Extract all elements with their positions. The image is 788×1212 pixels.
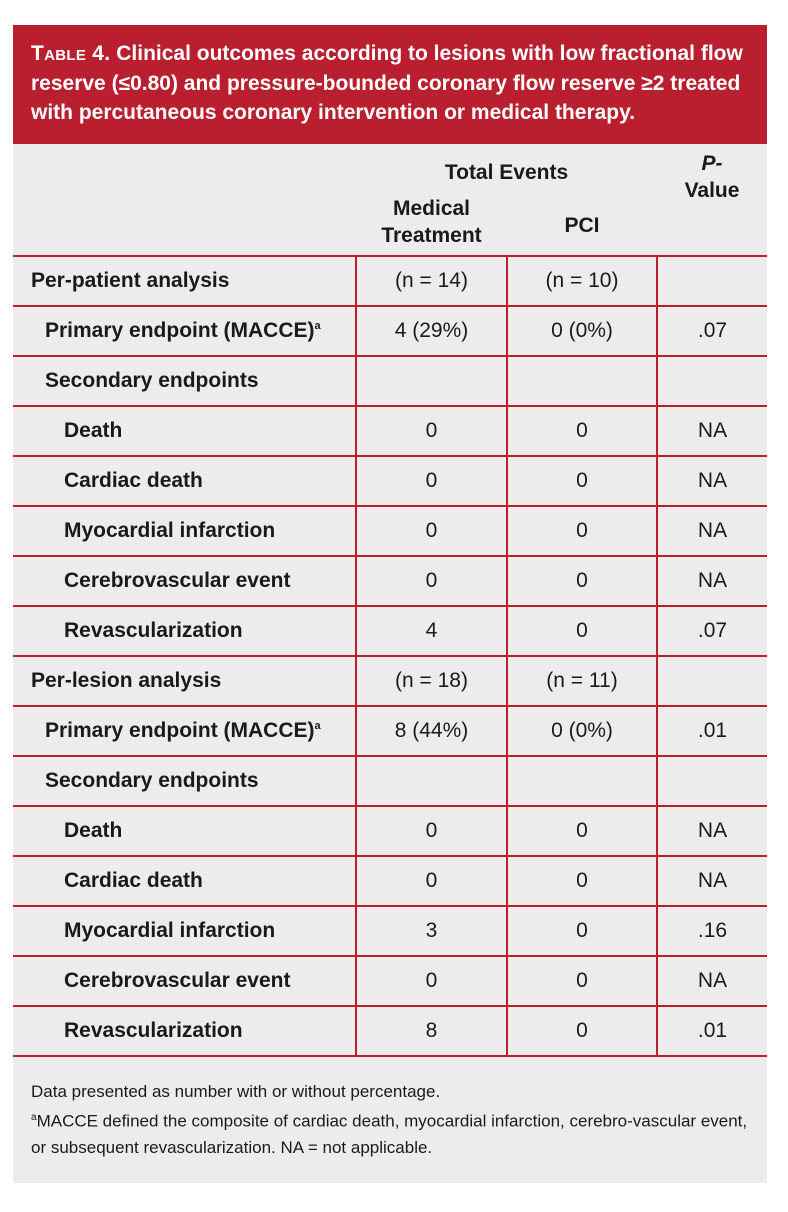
row-label: Primary endpoint (MACCE)a [13, 305, 356, 356]
table-row: Primary endpoint (MACCE)a 8 (44%) 0 (0%)… [13, 705, 767, 756]
table-number: Table 4. [31, 42, 111, 65]
cell-p: .01 [656, 1005, 767, 1057]
cell-medical: 3 [355, 905, 507, 956]
row-label: Cardiac death [13, 455, 356, 506]
header-pci-label: PCI [564, 213, 600, 237]
cell-pci: 0 (0%) [506, 705, 657, 756]
row-label: Secondary endpoints [13, 355, 356, 406]
row-label: Per-lesion analysis [13, 655, 356, 706]
header-p-value: P- Value [657, 144, 767, 256]
row-label: Myocardial infarction [13, 905, 356, 956]
cell-medical: (n = 18) [355, 655, 507, 706]
table-footnotes: Data presented as number with or without… [13, 1057, 767, 1183]
table-row: Myocardial infarction 3 0 .16 [13, 905, 767, 956]
cell-pci: 0 [506, 555, 657, 606]
cell-pci: 0 [506, 955, 657, 1006]
row-label: Revascularization [13, 605, 356, 656]
cell-pci: 0 [506, 805, 657, 856]
row-label: Myocardial infarction [13, 505, 356, 556]
cell-p: .07 [656, 605, 767, 656]
table-row: Primary endpoint (MACCE)a 4 (29%) 0 (0%)… [13, 305, 767, 356]
table-row: Per-lesion analysis (n = 18) (n = 11) [13, 655, 767, 706]
cell-p [656, 655, 767, 706]
cell-pci [506, 355, 657, 406]
header-medical-treatment: Medical Treatment [356, 195, 507, 256]
header-empty-2 [13, 195, 356, 256]
cell-pci: (n = 11) [506, 655, 657, 706]
cell-medical: 0 [355, 405, 507, 456]
cell-medical [355, 355, 507, 406]
table-row: Cardiac death 0 0 NA [13, 855, 767, 906]
cell-p: NA [656, 555, 767, 606]
cell-pci: 0 [506, 605, 657, 656]
table-row: Cardiac death 0 0 NA [13, 455, 767, 506]
table-row: Myocardial infarction 0 0 NA [13, 505, 767, 556]
cell-p: NA [656, 805, 767, 856]
cell-medical: 0 [355, 855, 507, 906]
cell-medical: (n = 14) [355, 255, 507, 306]
row-label: Cerebrovascular event [13, 955, 356, 1006]
cell-p: .07 [656, 305, 767, 356]
cell-p: NA [656, 955, 767, 1006]
cell-medical: 0 [355, 955, 507, 1006]
table-row: Cerebrovascular event 0 0 NA [13, 955, 767, 1006]
header-total-events: Total Events [444, 161, 569, 184]
cell-p: .16 [656, 905, 767, 956]
cell-pci: 0 [506, 455, 657, 506]
cell-pci: 0 [506, 905, 657, 956]
footnote-macce-definition: aMACCE defined the composite of cardiac … [31, 1111, 748, 1157]
cell-pci: 0 (0%) [506, 305, 657, 356]
cell-medical: 4 [355, 605, 507, 656]
cell-medical: 8 [355, 1005, 507, 1057]
table-row: Per-patient analysis (n = 14) (n = 10) [13, 255, 767, 306]
cell-p [656, 255, 767, 306]
cell-medical: 0 [355, 805, 507, 856]
cell-p: NA [656, 455, 767, 506]
table-row: Secondary endpoints [13, 755, 767, 806]
table-row: Secondary endpoints [13, 355, 767, 406]
cell-medical: 0 [355, 555, 507, 606]
footnote-data-presented: Data presented as number with or without… [31, 1082, 441, 1101]
table-title: Table 4. Clinical outcomes according to … [13, 25, 767, 144]
cell-pci: 0 [506, 1005, 657, 1057]
cell-p: NA [656, 855, 767, 906]
row-label: Cerebrovascular event [13, 555, 356, 606]
table-row: Revascularization 4 0 .07 [13, 605, 767, 656]
cell-pci: 0 [506, 405, 657, 456]
table-row: Death 0 0 NA [13, 405, 767, 456]
cell-pci: (n = 10) [506, 255, 657, 306]
header-p-italic: P- [701, 152, 723, 175]
row-label: Per-patient analysis [13, 255, 356, 306]
cell-medical: 4 (29%) [355, 305, 507, 356]
table-row: Revascularization 8 0 .01 [13, 1005, 767, 1057]
cell-p: NA [656, 505, 767, 556]
cell-pci: 0 [506, 855, 657, 906]
header-medical-label: Medical Treatment [381, 197, 482, 247]
table-card: Table 4. Clinical outcomes according to … [13, 25, 767, 1183]
cell-pci: 0 [506, 505, 657, 556]
row-label: Secondary endpoints [13, 755, 356, 806]
outcomes-table: Total Events P- Value Medical Treatment … [13, 144, 767, 1057]
row-label: Revascularization [13, 1005, 356, 1057]
cell-medical: 0 [355, 455, 507, 506]
row-label: Cardiac death [13, 855, 356, 906]
row-label: Primary endpoint (MACCE)a [13, 705, 356, 756]
table-caption: Clinical outcomes according to lesions w… [31, 42, 743, 124]
cell-medical: 0 [355, 505, 507, 556]
cell-medical: 8 (44%) [355, 705, 507, 756]
cell-p: .01 [656, 705, 767, 756]
row-label: Death [13, 405, 356, 456]
cell-p [656, 755, 767, 806]
header-pci: PCI [507, 195, 657, 256]
table-row: Cerebrovascular event 0 0 NA [13, 555, 767, 606]
cell-pci [506, 755, 657, 806]
header-p-rest: Value [684, 179, 740, 202]
row-label: Death [13, 805, 356, 856]
header-empty [13, 144, 356, 195]
cell-p: NA [656, 405, 767, 456]
cell-p [656, 355, 767, 406]
table-row: Death 0 0 NA [13, 805, 767, 856]
cell-medical [355, 755, 507, 806]
